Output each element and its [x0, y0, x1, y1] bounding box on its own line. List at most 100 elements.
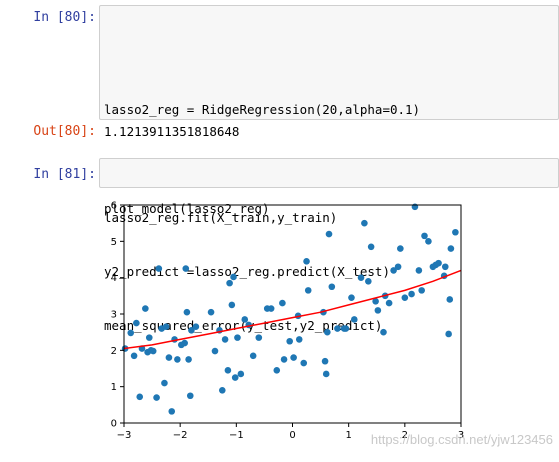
data-point: [182, 265, 190, 272]
data-point: [425, 238, 432, 245]
data-point: [142, 305, 149, 312]
y-tick-label: 0: [111, 419, 117, 430]
data-point: [357, 274, 365, 281]
data-point: [168, 408, 176, 415]
data-point: [241, 316, 249, 323]
data-point: [153, 394, 160, 401]
data-point: [324, 328, 331, 336]
data-point: [322, 370, 330, 378]
data-point: [401, 294, 409, 301]
code-line-assign: lasso2_reg = RidgeRegression(20,alpha=0.…: [104, 102, 421, 117]
x-tick-label: −3: [117, 430, 132, 441]
data-point: [188, 327, 195, 334]
data-point: [447, 245, 455, 252]
data-point: [181, 339, 188, 347]
data-point: [162, 323, 170, 331]
x-tick-label: −2: [173, 430, 188, 441]
data-point: [304, 287, 312, 294]
data-point: [325, 230, 333, 238]
data-point: [328, 283, 336, 291]
data-point: [334, 325, 341, 332]
data-point: [136, 393, 144, 401]
scatter-plot: −3 −2 −1 0 1 2 3 0 1 2 3 4 5 6: [111, 201, 465, 442]
x-tick-label: 0: [289, 430, 295, 441]
data-point: [361, 219, 368, 227]
y-tick-label: 5: [111, 237, 117, 248]
fit-curve-line: [123, 269, 462, 350]
data-point: [415, 267, 423, 274]
output-prompt-80: Out[80]:: [33, 124, 96, 139]
data-point: [207, 308, 215, 316]
data-point: [255, 334, 263, 341]
data-point: [211, 347, 219, 355]
data-point: [127, 329, 135, 337]
x-tick-label: 3: [458, 430, 464, 441]
data-point: [226, 279, 233, 287]
x-tick-label: −1: [229, 430, 244, 441]
code-line-fit: lasso2_reg.fit(X_train,y_train): [104, 210, 338, 225]
code-input-81[interactable]: plot_model(lasso2_reg): [99, 158, 559, 216]
data-point: [249, 352, 257, 360]
data-point: [452, 228, 459, 236]
output-value-80: 1.1213911351818648: [104, 124, 240, 139]
code-line-blank: [104, 47, 554, 65]
data-point: [286, 337, 293, 345]
code-input-80[interactable]: lasso2_reg = RidgeRegression(20,alpha=0.…: [99, 5, 559, 333]
data-point: [441, 263, 449, 271]
data-point: [445, 330, 452, 338]
plot-frame: [123, 204, 462, 424]
data-point: [186, 392, 194, 400]
y-tick-label: 1: [111, 382, 117, 393]
data-point: [295, 336, 303, 343]
x-tick-label: 2: [402, 430, 408, 441]
data-point: [183, 308, 191, 316]
data-point: [418, 287, 425, 294]
data-point: [321, 357, 329, 365]
y-tick-label: 2: [111, 346, 117, 357]
data-point: [149, 347, 157, 355]
data-point: [365, 278, 372, 285]
data-point: [155, 265, 163, 272]
data-point: [218, 387, 226, 394]
data-point: [145, 334, 153, 341]
data-point: [192, 323, 200, 331]
data-point: [350, 316, 358, 323]
data-point: [367, 243, 375, 251]
data-point: [380, 328, 387, 336]
data-point: [374, 307, 382, 314]
data-point: [372, 297, 379, 305]
data-point: [290, 354, 297, 361]
data-point: [228, 301, 236, 309]
code-line-mse: mean_squared_error(y_test,y2_predict): [104, 318, 383, 333]
data-point: [300, 359, 308, 367]
data-point: [279, 299, 286, 307]
data-point: [231, 374, 239, 381]
data-point: [303, 258, 310, 265]
data-point: [394, 263, 402, 271]
data-point: [161, 379, 168, 387]
y-tick-label: 3: [111, 310, 117, 321]
data-point: [221, 336, 229, 343]
data-point: [348, 294, 355, 301]
data-point: [397, 245, 404, 252]
watermark: https://blog.csdn.net/yjw123456: [370, 432, 553, 447]
data-point: [165, 354, 173, 361]
data-point: [230, 273, 237, 281]
data-point: [435, 259, 442, 267]
x-tick-label: 1: [345, 430, 351, 441]
data-point: [224, 367, 232, 374]
data-point: [133, 319, 140, 327]
data-point: [446, 296, 454, 303]
input-prompt-80: In [80]:: [33, 10, 96, 25]
data-point: [408, 290, 415, 298]
data-point: [185, 356, 192, 363]
data-point: [267, 305, 275, 312]
input-prompt-81: In [81]:: [33, 167, 96, 182]
data-point: [174, 356, 181, 363]
data-point: [273, 367, 281, 374]
data-point: [234, 334, 241, 341]
data-point: [390, 267, 397, 274]
data-point: [385, 299, 393, 307]
data-point: [130, 352, 138, 360]
y-tick-label: 4: [111, 273, 117, 284]
